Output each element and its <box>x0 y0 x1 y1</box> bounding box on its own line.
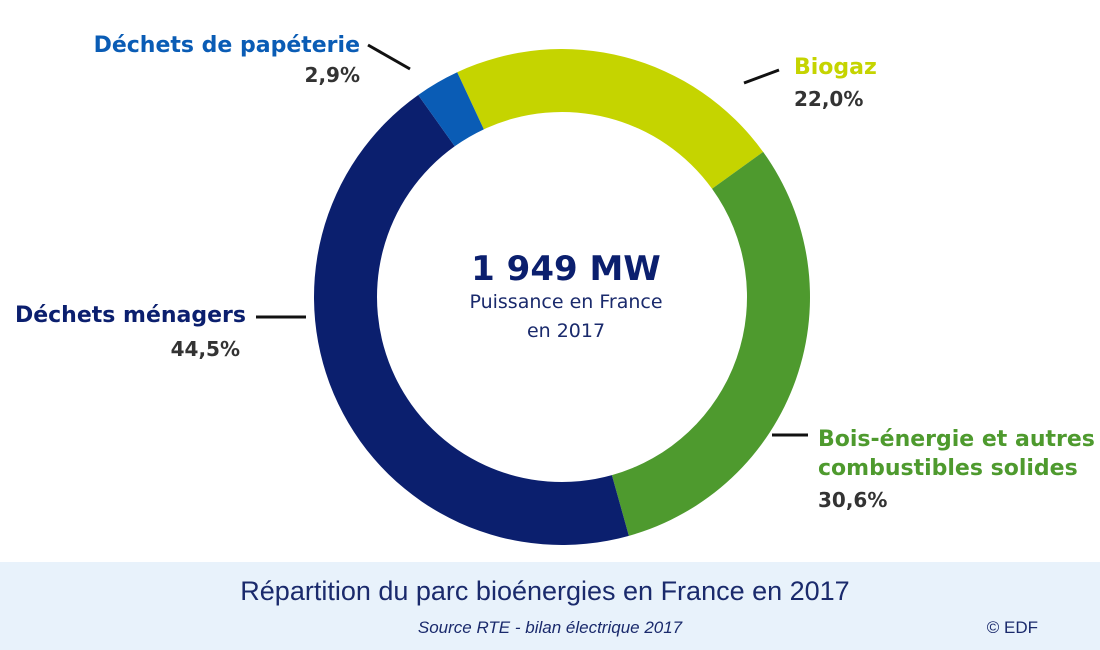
center-total: 1 949 MW <box>471 249 661 289</box>
slice-label-biogaz: Biogaz <box>794 55 877 80</box>
leader-line-dechets-de-papeterie <box>367 43 411 71</box>
slice-label-bois-energie-et-autres-combustibles-solides-line2: combustibles solides <box>818 456 1078 481</box>
slice-label-bois-energie-et-autres-combustibles-solides-line1: Bois-énergie et autres <box>818 427 1095 452</box>
slice-label-dechets-de-papeterie: Déchets de papéterie <box>94 33 360 58</box>
slice-value-dechets-de-papeterie: 2,9% <box>305 63 360 87</box>
slice-dechets-de-papeterie <box>418 72 484 147</box>
copyright-notice: © EDF <box>986 618 1038 637</box>
slice-value-dechets-menagers: 44,5% <box>171 337 240 361</box>
chart-title: Répartition du parc bioénergies en Franc… <box>240 576 850 606</box>
chart-source: Source RTE - bilan électrique 2017 <box>417 618 683 637</box>
leader-line-biogaz <box>743 68 780 85</box>
slice-value-bois-energie-et-autres-combustibles-solides: 30,6% <box>818 488 887 512</box>
slice-dechets-menagers <box>313 94 629 545</box>
center-subtitle-line2: en 2017 <box>527 320 605 342</box>
footer-banner: Répartition du parc bioénergies en Franc… <box>0 562 1100 650</box>
donut-chart: Biogaz 22,0% Bois-énergie et autres combust… <box>15 33 1095 545</box>
slice-biogaz <box>457 49 764 189</box>
center-subtitle-line1: Puissance en France <box>469 291 662 313</box>
slice-label-dechets-menagers: Déchets ménagers <box>15 303 246 328</box>
slice-value-biogaz: 22,0% <box>794 87 863 111</box>
chart-area: Biogaz 22,0% Bois-énergie et autres combust… <box>15 33 1095 545</box>
slice-bois-energie-et-autres-combustibles-solides <box>611 151 810 536</box>
